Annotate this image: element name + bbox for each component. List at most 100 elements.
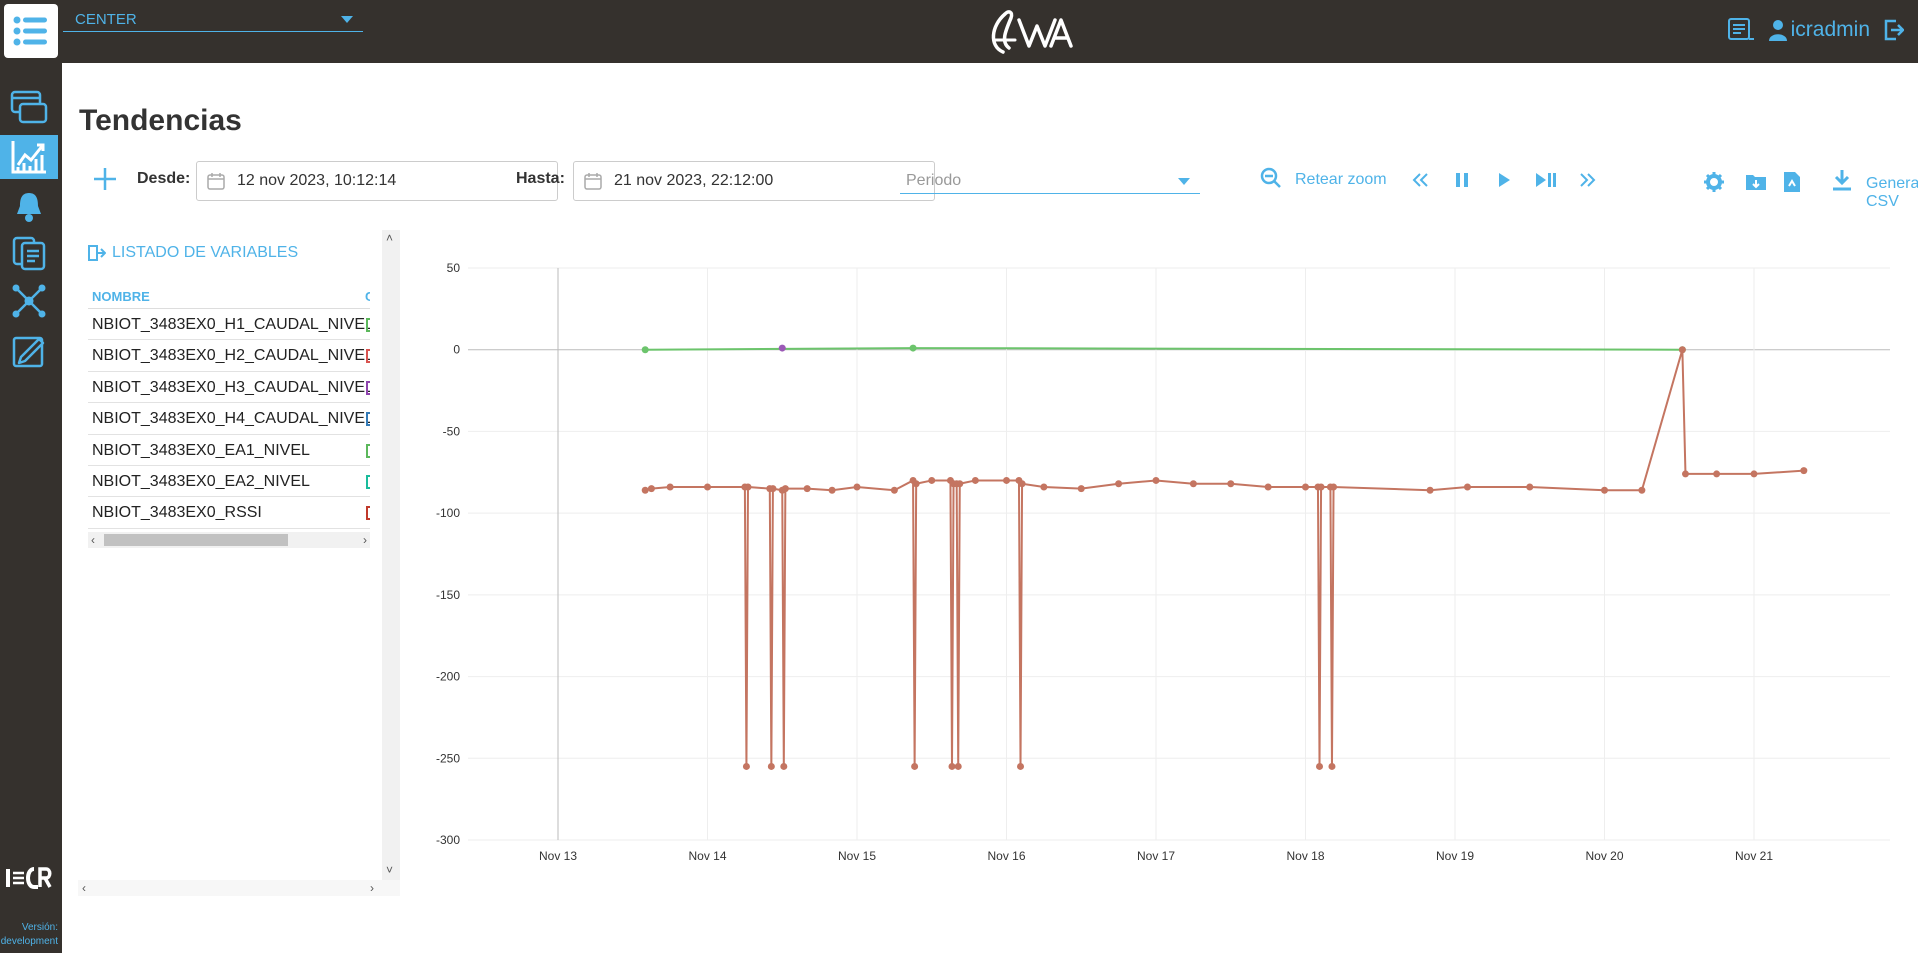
data-point	[742, 762, 750, 770]
sidebar: Versión: development	[0, 63, 62, 953]
table-row[interactable]: NBIOT_3483EX0_H1_CAUDAL_NIVEL	[88, 309, 370, 341]
table-row[interactable]: NBIOT_3483EX0_H4_CAUDAL_NIVEL	[88, 403, 370, 435]
zoom-out-icon[interactable]	[1260, 167, 1282, 189]
report-icon[interactable]	[1727, 17, 1755, 43]
pen-icon	[12, 336, 45, 368]
panel-vertical-scrollbar[interactable]: ˄ ˅	[382, 230, 400, 880]
data-point	[1681, 470, 1689, 478]
x-tick-label: Nov 19	[1436, 849, 1474, 863]
reset-zoom-button[interactable]: Retear zoom	[1295, 171, 1387, 188]
hasta-label: Hasta:	[516, 170, 565, 187]
bell-icon	[17, 193, 41, 222]
data-point	[1328, 762, 1336, 770]
forward-button[interactable]	[1574, 164, 1602, 196]
data-point	[1018, 480, 1026, 488]
data-point	[1713, 470, 1721, 478]
play-button[interactable]	[1490, 164, 1518, 196]
color-swatch	[366, 380, 370, 395]
variables-list-header[interactable]: LISTADO DE VARIABLES	[88, 244, 298, 262]
data-point	[780, 762, 788, 770]
center-select-value: CENTER	[75, 11, 137, 28]
hasta-value: 21 nov 2023, 22:12:00	[614, 172, 774, 189]
play-pause-button[interactable]	[1532, 164, 1560, 196]
color-swatch	[366, 474, 370, 489]
data-point	[890, 486, 898, 494]
documents-icon	[12, 236, 46, 271]
rewind-button[interactable]	[1406, 164, 1434, 196]
version-label: Versión:	[21, 922, 58, 933]
pause-button[interactable]	[1448, 164, 1476, 196]
add-variable-icon[interactable]	[90, 164, 120, 194]
scroll-right-icon[interactable]: ›	[363, 533, 367, 547]
sidebar-item-edit[interactable]	[0, 329, 58, 373]
data-point	[1330, 483, 1338, 491]
calendar-icon	[207, 173, 225, 190]
scroll-up-icon[interactable]: ˄	[386, 231, 394, 245]
table-row[interactable]: NBIOT_3483EX0_EA1_NIVEL	[88, 435, 370, 466]
data-point	[1601, 486, 1608, 494]
settings-button[interactable]	[1700, 166, 1728, 198]
data-point	[781, 485, 789, 493]
generate-csv-button[interactable]: Generar CSV	[1866, 175, 1918, 210]
trend-chart[interactable]: 50 0 -50 -100 -150 -200 -250 -300 Nov 13 Nov 14 No…	[402, 240, 1902, 870]
sidebar-item-trends[interactable]	[0, 135, 58, 179]
data-point	[956, 480, 964, 488]
variable-name: NBIOT_3483EX0_H1_CAUDAL_NIVEL	[92, 316, 370, 333]
folder-download-icon	[1746, 175, 1766, 190]
scroll-right-icon[interactable]: ›	[370, 881, 374, 895]
variable-name: NBIOT_3483EX0_H3_CAUDAL_NIVEL	[92, 378, 370, 396]
download-icon	[1833, 170, 1851, 191]
color-swatch	[366, 443, 370, 458]
save-file-button[interactable]	[1778, 166, 1806, 198]
data-point	[1040, 483, 1048, 491]
table-row[interactable]: NBIOT_3483EX0_RSSI	[88, 497, 370, 529]
open-folder-button[interactable]	[1742, 166, 1770, 198]
y-tick-label: -150	[436, 588, 460, 602]
x-tick-label: Nov 17	[1137, 849, 1175, 863]
desde-input[interactable]: 12 nov 2023, 10:12:14	[196, 161, 558, 201]
sidebar-item-windows[interactable]	[0, 85, 58, 129]
data-point	[1302, 483, 1309, 491]
series-line	[645, 347, 1683, 351]
color-swatch	[366, 349, 370, 364]
data-point	[1678, 346, 1686, 354]
user-name: icradmin	[1790, 18, 1870, 41]
x-tick-label: Nov 20	[1585, 849, 1623, 863]
chevron-down-icon	[1178, 178, 1190, 185]
scroll-left-icon[interactable]: ‹	[91, 533, 95, 547]
periodo-select[interactable]: Periodo	[900, 166, 1200, 194]
scroll-down-icon[interactable]: ˅	[386, 863, 394, 877]
variables-table-header: NOMBRE C	[88, 285, 370, 309]
user-menu[interactable]: icradmin	[1768, 18, 1870, 42]
data-point	[911, 762, 919, 770]
logout-icon[interactable]	[1884, 18, 1904, 42]
table-row[interactable]: NBIOT_3483EX0_H3_CAUDAL_NIVEL	[88, 372, 370, 404]
center-select[interactable]: CENTER	[63, 6, 363, 32]
data-point	[769, 485, 777, 493]
data-point	[1017, 762, 1025, 770]
data-point	[928, 476, 936, 484]
hasta-input[interactable]: 21 nov 2023, 22:12:00	[573, 161, 935, 201]
sidebar-item-documents[interactable]	[0, 231, 58, 275]
panel-horizontal-scrollbar[interactable]: ‹ ›	[78, 880, 400, 896]
sidebar-item-network[interactable]	[0, 279, 58, 323]
table-row[interactable]: NBIOT_3483EX0_H2_CAUDAL_NIVEL	[88, 340, 370, 372]
data-point	[1189, 480, 1197, 488]
menu-button[interactable]	[4, 4, 58, 58]
user-icon	[1768, 20, 1787, 41]
list-export-icon	[88, 245, 106, 261]
scroll-left-icon[interactable]: ‹	[82, 881, 86, 895]
data-point	[828, 486, 836, 494]
data-point	[1077, 485, 1085, 493]
data-point	[1316, 762, 1324, 770]
x-tick-label: Nov 16	[987, 849, 1025, 863]
data-point	[641, 346, 649, 354]
table-row[interactable]: NBIOT_3483EX0_EA2_NIVEL	[88, 466, 370, 498]
x-tick-label: Nov 18	[1286, 849, 1324, 863]
data-point	[704, 483, 711, 491]
data-point	[647, 485, 655, 493]
table-horizontal-scrollbar[interactable]: ‹ ›	[88, 532, 370, 548]
sidebar-item-alarms[interactable]	[0, 185, 58, 229]
scroll-thumb[interactable]	[104, 534, 288, 546]
download-icon-wrap[interactable]	[1828, 164, 1856, 196]
